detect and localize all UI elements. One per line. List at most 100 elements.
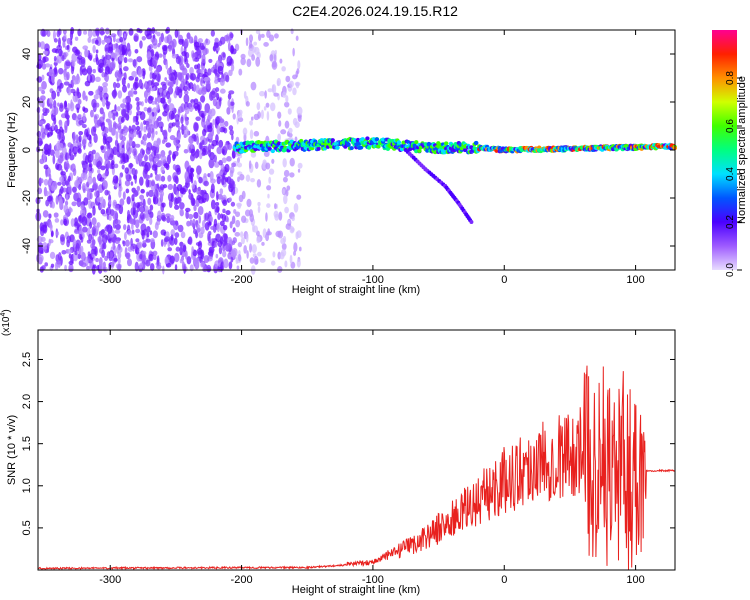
spectrogram-cell: [137, 241, 143, 249]
spectrogram-cell: [251, 244, 257, 254]
spectrogram-cell: [52, 30, 56, 41]
spectrogram-cell: [105, 54, 112, 61]
ridge-cell: [414, 149, 419, 154]
spectrogram-cell: [174, 114, 180, 123]
spectrogram-cell: [98, 116, 105, 123]
spectrogram-cell: [216, 222, 221, 233]
spectrogram-cell: [207, 68, 212, 76]
spectrogram-cell: [153, 120, 159, 129]
spectrogram-cell: [98, 231, 103, 236]
snr-series-line: [37, 365, 675, 571]
spectrogram-cell: [177, 224, 184, 233]
spectrogram-cell: [200, 249, 205, 260]
spectrogram-cell: [139, 176, 144, 186]
spectrogram-cell: [44, 262, 48, 267]
spectrogram-cell: [128, 215, 131, 220]
spectrogram-cell: [241, 237, 245, 245]
spectrogram-cell: [213, 43, 219, 49]
spectrogram-cell: [88, 90, 94, 96]
spectrogram-cell: [166, 216, 171, 224]
spectrogram-cell: [253, 41, 258, 46]
spectrogram-cell: [231, 104, 234, 114]
spectrogram-cell: [37, 137, 43, 147]
spectrogram-cell: [161, 44, 168, 52]
spectrogram-cell: [37, 54, 42, 62]
spectrogram-cell: [54, 48, 60, 54]
spectrogram-cell: [285, 75, 291, 83]
spectrogram-cell: [105, 50, 109, 56]
spectrogram-cell: [123, 57, 128, 64]
spectrogram-cell: [165, 61, 169, 70]
spectrogram-cell: [179, 63, 185, 71]
spectrogram-cell: [157, 116, 162, 122]
spectrogram-cell: [146, 121, 150, 127]
spectrogram-cell: [157, 121, 164, 129]
spectrogram-cell: [213, 154, 217, 163]
spectrogram-cell: [72, 131, 76, 142]
spectrogram-cell: [238, 68, 243, 76]
spectrogram-cell: [201, 117, 206, 128]
spectrogram-cell: [152, 250, 158, 256]
spectrogram-cell: [157, 160, 164, 167]
spectrogram-cell: [189, 167, 195, 174]
spectrogram-cell: [74, 36, 79, 41]
spectrogram-cell: [192, 83, 197, 93]
spectrogram-cell: [230, 201, 236, 207]
spectrogram-cell: [108, 42, 113, 52]
spectrogram-cell: [208, 108, 213, 115]
spectrogram-cell: [108, 215, 112, 221]
spectrogram-cell: [175, 78, 179, 86]
spectrogram-cell: [240, 53, 246, 60]
spectrogram-cell: [36, 63, 42, 70]
spectrogram-cell: [39, 178, 44, 184]
spectrogram-cell: [176, 190, 180, 199]
spectrogram-cell: [55, 231, 60, 236]
spectrogram-cell: [151, 180, 155, 187]
spectrogram-cell: [128, 218, 135, 225]
spectrogram-cell: [260, 109, 264, 120]
colorbar-ticks: 0.0 0.2 0.4 0.6 0.8: [725, 71, 742, 277]
spectrogram-cell: [194, 150, 199, 159]
spectrogram-cell: [156, 102, 160, 111]
spectrogram-cell: [256, 102, 261, 111]
spectrogram-cell: [98, 235, 102, 245]
spectrogram-cell: [100, 196, 104, 206]
colorbar-label: Normalized spectral amplitude: [736, 76, 748, 224]
spectrogram-cell: [205, 79, 211, 90]
spectrogram-cell: [37, 242, 44, 252]
spectrogram-cell: [282, 91, 287, 98]
ridge-cell: [385, 146, 391, 151]
spectrogram-cell: [77, 55, 83, 60]
spectrogram-cell: [86, 212, 93, 219]
spectrogram-cell: [65, 152, 70, 161]
spectrogram-cell: [48, 97, 54, 105]
ridge-cell: [462, 148, 468, 153]
spectrogram-cell: [61, 249, 67, 255]
spectrogram-cell: [119, 246, 123, 253]
spectrogram-cell: [115, 82, 121, 89]
spectrogram-ridge: [232, 136, 677, 224]
spectrogram-cell: [231, 133, 234, 141]
spectrogram-cell: [151, 37, 158, 46]
spectrogram-cell: [146, 33, 152, 40]
spectrogram-cell: [194, 105, 198, 112]
spectrogram-cell: [214, 75, 218, 82]
spectrogram-cell: [112, 81, 117, 89]
spectrogram-cell: [112, 241, 116, 251]
spectrogram-cell: [212, 118, 216, 126]
spectrogram-cell: [54, 218, 60, 223]
spectrogram-cell: [131, 229, 135, 235]
spectrogram-cell: [191, 133, 197, 139]
spectrogram-cell: [40, 95, 46, 101]
spectrogram-cell: [209, 216, 214, 223]
spectrogram-cell: [146, 231, 150, 238]
ridge-cell: [374, 137, 380, 142]
spectrogram-cell: [151, 79, 155, 89]
spectrogram-cell: [210, 30, 216, 37]
spectrogram-cell: [196, 48, 202, 56]
spectrogram-cell: [117, 263, 122, 272]
spectrogram-cell: [236, 115, 239, 125]
spectrogram-cell: [277, 111, 282, 119]
spectrogram-cell: [222, 52, 226, 58]
spectrogram-cell: [139, 253, 143, 260]
